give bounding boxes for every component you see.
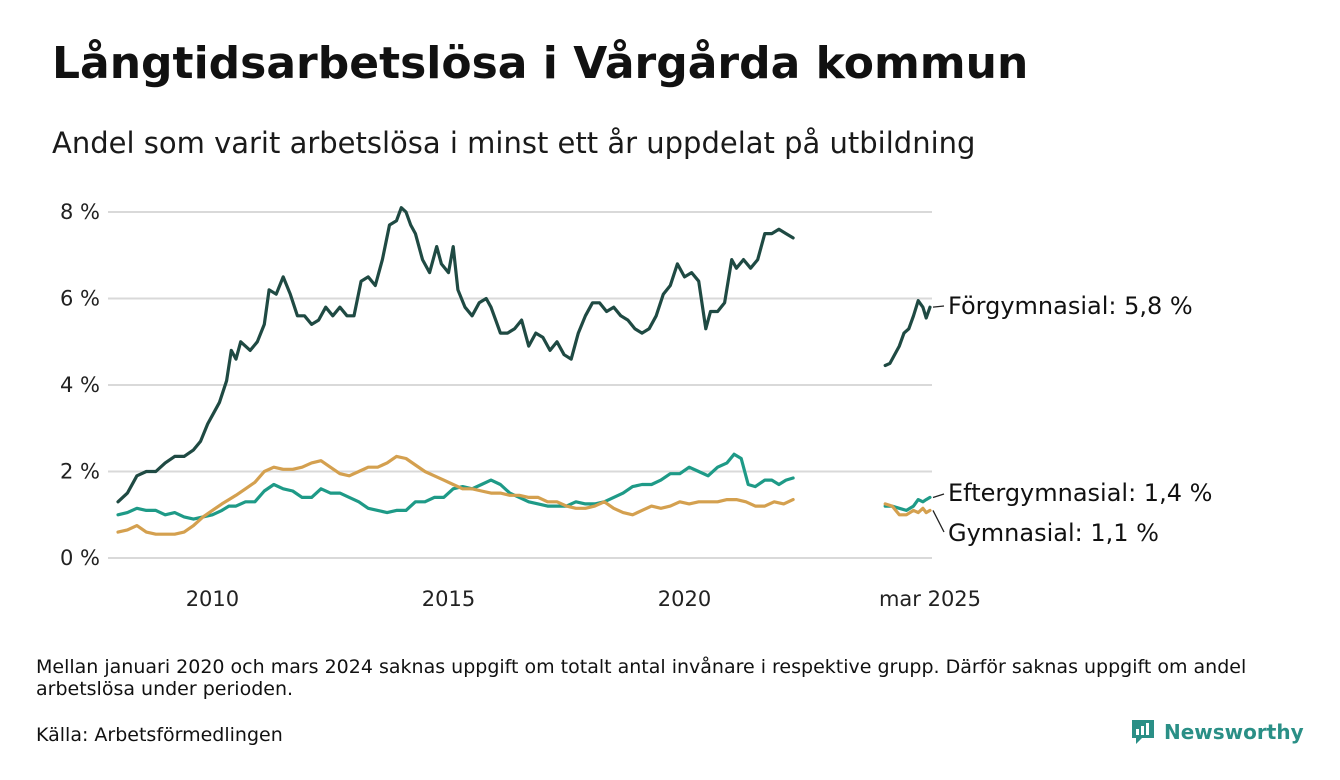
series-labels: Förgymnasial: 5,8 % Eftergymnasial: 1,4 %… [932, 292, 1212, 547]
series-end-label: Eftergymnasial: 1,4 % [948, 479, 1212, 507]
chart-subtitle: Andel som varit arbetslösa i minst ett å… [52, 126, 976, 160]
y-tick-label: 0 % [60, 546, 100, 570]
y-tick-label: 2 % [60, 460, 100, 484]
gridlines [108, 211, 932, 559]
source-text: Källa: Arbetsförmedlingen [36, 724, 283, 746]
footnote: Mellan januari 2020 och mars 2024 saknas… [36, 656, 1247, 700]
chart-title: Långtidsarbetslösa i Vårgårda kommun [52, 38, 1029, 89]
series-line-förgymnasial [116, 206, 795, 504]
series-lines [116, 206, 932, 536]
x-tick-label: 2020 [658, 587, 711, 611]
y-tick-label: 6 % [60, 287, 100, 311]
y-tick-label: 4 % [60, 373, 100, 397]
y-axis: 0 % 2 % 4 % 6 % 8 % [60, 200, 100, 570]
x-tick-label: 2010 [186, 587, 239, 611]
label-leader-line [932, 493, 945, 499]
y-tick-label: 8 % [60, 200, 100, 224]
label-leader-line [932, 305, 945, 308]
series-line-eftergymnasial [116, 452, 795, 521]
brand-name: Newsworthy [1164, 720, 1304, 744]
series-line-gymnasial [883, 502, 932, 517]
newsworthy-logo-icon [1132, 720, 1154, 744]
series-end-label: Förgymnasial: 5,8 % [948, 292, 1193, 320]
series-line-gymnasial [116, 454, 795, 536]
brand-logo: Newsworthy [1130, 718, 1304, 746]
x-tick-label: 2015 [422, 587, 475, 611]
series-end-label: Gymnasial: 1,1 % [948, 519, 1159, 547]
x-axis: 2010 2015 2020 mar 2025 [186, 587, 981, 611]
x-tick-label: mar 2025 [879, 587, 981, 611]
line-chart: 0 % 2 % 4 % 6 % 8 % 2010 2015 2020 mar 2025 För… [60, 200, 1212, 611]
label-leader-line [932, 510, 945, 533]
series-line-förgymnasial [883, 299, 932, 368]
